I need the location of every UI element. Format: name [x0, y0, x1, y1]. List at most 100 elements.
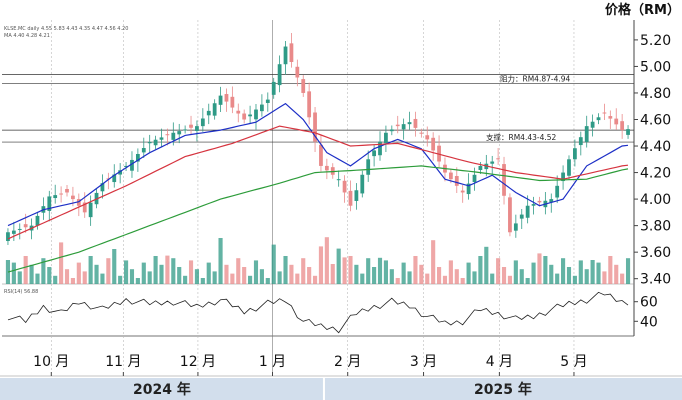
- volume-bar: [531, 262, 536, 284]
- volume-bar: [41, 258, 46, 284]
- candle-body: [206, 110, 211, 116]
- candle-body: [496, 158, 501, 160]
- candle-body: [401, 124, 406, 130]
- candle-body: [35, 215, 40, 226]
- price-tick-label: 3.80: [640, 219, 671, 235]
- volume-bar: [94, 264, 99, 284]
- candle-body: [608, 116, 613, 119]
- volume-bar: [141, 262, 146, 284]
- candle-body: [59, 193, 63, 195]
- candle-body: [147, 142, 152, 144]
- volume-bar: [342, 257, 347, 284]
- candle-body: [330, 167, 335, 175]
- volume-bar: [537, 253, 542, 284]
- candle-body: [254, 109, 258, 120]
- volume-bar: [549, 264, 554, 284]
- year-label: 2024 年: [133, 381, 191, 398]
- volume-bar: [147, 271, 152, 284]
- volume-bar: [53, 275, 58, 284]
- volume-bar: [614, 264, 619, 284]
- candle-body: [212, 103, 217, 116]
- candle-body: [466, 183, 471, 195]
- volume-bar: [620, 273, 625, 284]
- candle-body: [460, 190, 465, 193]
- candle-body: [478, 165, 483, 170]
- candle-body: [124, 165, 128, 168]
- rsi-tick-label: 60: [640, 295, 658, 311]
- volume-bar: [11, 262, 16, 284]
- candle-body: [295, 66, 300, 78]
- volume-bar: [5, 260, 11, 284]
- month-label: 2 月: [334, 354, 361, 370]
- price-tick-label: 4.60: [640, 112, 671, 128]
- volume-bar: [543, 256, 548, 284]
- candle-body: [531, 204, 536, 206]
- candle-body: [384, 132, 388, 144]
- year-band: [324, 378, 682, 400]
- candle-body: [289, 43, 294, 63]
- candle-body: [171, 132, 176, 140]
- candle-body: [472, 174, 477, 183]
- candle-body: [159, 137, 164, 140]
- volume-bar: [578, 260, 583, 284]
- volume-bar: [165, 255, 170, 284]
- volume-bar: [64, 269, 70, 284]
- volume-bar: [330, 264, 335, 284]
- candle-body: [584, 126, 589, 142]
- legend: KLSE.MC daily 4.55 5.83 4.43 4.35 4.47 4…: [4, 26, 128, 295]
- volume-bar: [129, 269, 135, 284]
- volume-bar: [413, 256, 418, 284]
- candle-body: [573, 148, 577, 160]
- candle-body: [242, 113, 247, 120]
- volume-bar: [425, 273, 430, 284]
- month-label: 5 月: [560, 354, 587, 370]
- candle-body: [17, 228, 22, 230]
- volume-bar: [431, 240, 436, 284]
- ma-slow-line: [7, 165, 629, 273]
- candle-body: [372, 150, 376, 157]
- volume-bar: [271, 244, 276, 284]
- candle-body: [200, 118, 205, 127]
- volume-bar: [590, 260, 595, 284]
- candle-body: [336, 179, 341, 181]
- volume-bar: [513, 260, 518, 284]
- volume-bar: [389, 269, 394, 284]
- volume-bar: [183, 275, 188, 284]
- volume-bar: [307, 267, 312, 284]
- volume-bar: [584, 269, 589, 284]
- candle-body: [218, 95, 223, 105]
- candle-body: [378, 141, 382, 156]
- candle-body: [567, 159, 571, 176]
- legend-rsi: RSI(14) 56.88: [4, 289, 38, 295]
- resistance-label: 阻力：RM4.87-4.94: [500, 74, 571, 84]
- candle-body: [23, 224, 28, 228]
- volume-bar: [419, 264, 424, 284]
- candle-body: [502, 164, 506, 196]
- volume-bar: [501, 267, 507, 284]
- candle-body: [620, 121, 625, 131]
- volume-bar: [265, 278, 270, 284]
- candle-body: [260, 104, 264, 112]
- price-tick-label: 4.00: [640, 192, 671, 208]
- volume-bar: [159, 264, 164, 284]
- price-tick-label: 5.20: [640, 33, 671, 49]
- moving-averages: [7, 102, 629, 273]
- volume-bar: [318, 246, 324, 284]
- candle-body: [230, 96, 235, 108]
- candle-body: [88, 202, 93, 218]
- volume-bar: [171, 258, 176, 284]
- volume-bar: [230, 273, 235, 284]
- month-axis: 10 月 11 月 12 月 1 月 2 月 3 月 4 月 5 月 2024 年 2025 年: [0, 354, 682, 400]
- volume-bar: [47, 267, 52, 284]
- candle-body: [578, 137, 583, 146]
- candle-body: [224, 94, 229, 102]
- volume-bar: [259, 269, 264, 284]
- candle-body: [395, 124, 400, 127]
- month-label: 12 月: [180, 354, 216, 370]
- price-tick-label: 4.80: [640, 86, 671, 102]
- volume-bar: [212, 271, 217, 284]
- candle-body: [277, 64, 282, 86]
- candle-body: [313, 112, 317, 142]
